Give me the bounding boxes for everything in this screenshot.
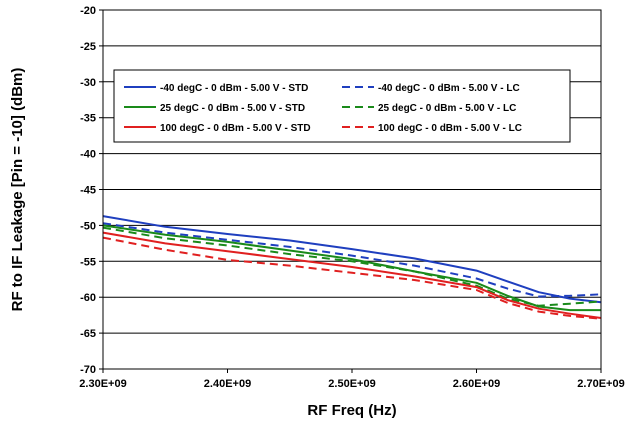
legend-label: 25 degC - 0 dBm - 5.00 V - LC <box>378 103 516 114</box>
y-tick-label: -55 <box>80 256 96 268</box>
y-tick-label: -70 <box>80 364 96 376</box>
legend-label: -40 degC - 0 dBm - 5.00 V - LC <box>378 83 520 94</box>
legend: -40 degC - 0 dBm - 5.00 V - STD -40 degC … <box>113 69 571 143</box>
y-tick-label: -30 <box>80 77 96 89</box>
series-lines <box>102 215 602 320</box>
x-axis-title: RF Freq (Hz) <box>307 402 396 419</box>
series-line-4 <box>102 231 602 319</box>
series-line-0 <box>102 215 602 304</box>
legend-label: -40 degC - 0 dBm - 5.00 V - STD <box>160 83 308 94</box>
series-line-5 <box>102 236 602 320</box>
x-axis-ticks: 2.30E+09 2.40E+09 2.50E+09 2.60E+09 2.70E+09 <box>79 369 625 390</box>
x-tick-label: 2.60E+09 <box>453 378 500 390</box>
y-tick-label: -50 <box>80 220 96 232</box>
y-tick-label: -25 <box>80 41 96 53</box>
y-axis-title: RF to IF Leakage [Pin = -10] (dBm) <box>9 68 26 312</box>
y-tick-label: -65 <box>80 328 96 340</box>
series-line-3 <box>102 226 602 307</box>
legend-label: 100 degC - 0 dBm - 5.00 V - LC <box>378 123 522 134</box>
y-tick-label: -60 <box>80 292 96 304</box>
plot-frame <box>102 9 602 370</box>
y-tick-label: -20 <box>80 5 96 17</box>
legend-label: 100 degC - 0 dBm - 5.00 V - STD <box>160 123 311 134</box>
x-tick-label: 2.50E+09 <box>328 378 375 390</box>
x-tick-label: 2.40E+09 <box>204 378 251 390</box>
series-line-1 <box>102 222 602 298</box>
y-tick-label: -40 <box>80 149 96 161</box>
x-tick-label: 2.30E+09 <box>79 378 126 390</box>
y-tick-label: -45 <box>80 185 96 197</box>
y-tick-label: -35 <box>80 113 96 125</box>
y-axis-ticks: -20 -25 -30 -35 -40 -45 -50 -55 -60 -65 -70 <box>80 5 103 376</box>
legend-label: 25 degC - 0 dBm - 5.00 V - STD <box>160 103 305 114</box>
x-tick-label: 2.70E+09 <box>577 378 624 390</box>
